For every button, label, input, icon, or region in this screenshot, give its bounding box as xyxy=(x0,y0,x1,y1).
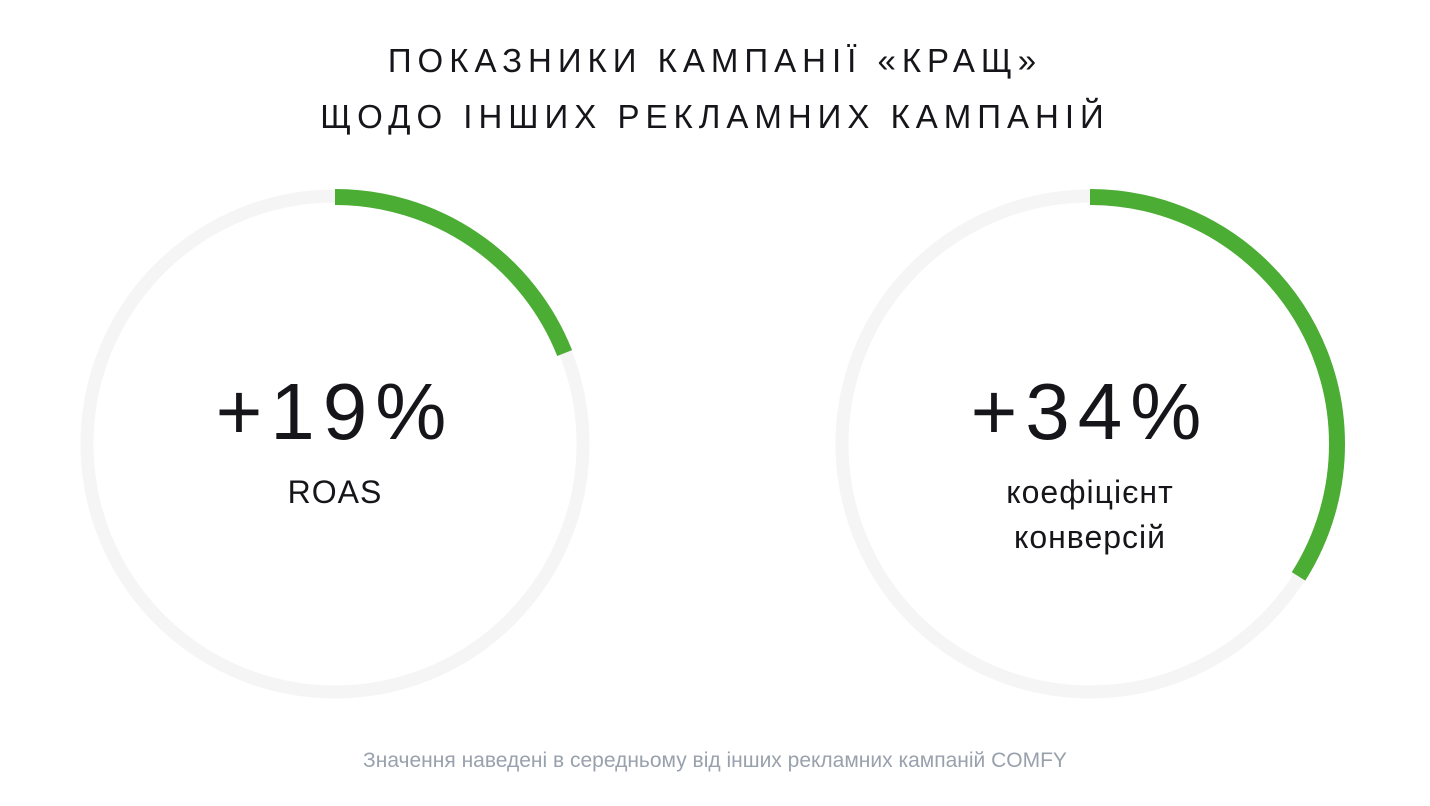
page-title: ПОКАЗНИКИ КАМПАНІЇ «КРАЩ» ЩОДО ІНШИХ РЕК… xyxy=(0,33,1430,145)
gauge-roas-ring-svg xyxy=(80,189,590,699)
gauge-conversion-ring-svg xyxy=(835,189,1345,699)
page-title-line-1: ПОКАЗНИКИ КАМПАНІЇ «КРАЩ» xyxy=(387,42,1043,79)
gauge-roas-value: +19% xyxy=(215,367,455,456)
gauge-conversion-label: коефіцієнт конверсій xyxy=(835,470,1345,560)
gauge-roas: +19% ROAS xyxy=(80,189,590,699)
gauge-conversion-rate: +34% коефіцієнт конверсій xyxy=(835,189,1345,699)
gauge-conversion-value: +34% xyxy=(970,367,1210,456)
page-title-line-2: ЩОДО ІНШИХ РЕКЛАМНИХ КАМПАНІЙ xyxy=(320,98,1110,135)
gauge-roas-label-line-1: ROAS xyxy=(287,474,383,510)
ring-progress-arc xyxy=(835,189,1345,699)
ring-progress-arc xyxy=(80,189,590,699)
footnote: Значення наведені в середньому від інших… xyxy=(363,749,1067,772)
gauge-conversion-label-line-2: конверсій xyxy=(1013,519,1167,555)
gauge-roas-label: ROAS xyxy=(80,470,590,515)
gauge-conversion-label-line-1: коефіцієнт xyxy=(1006,474,1174,510)
